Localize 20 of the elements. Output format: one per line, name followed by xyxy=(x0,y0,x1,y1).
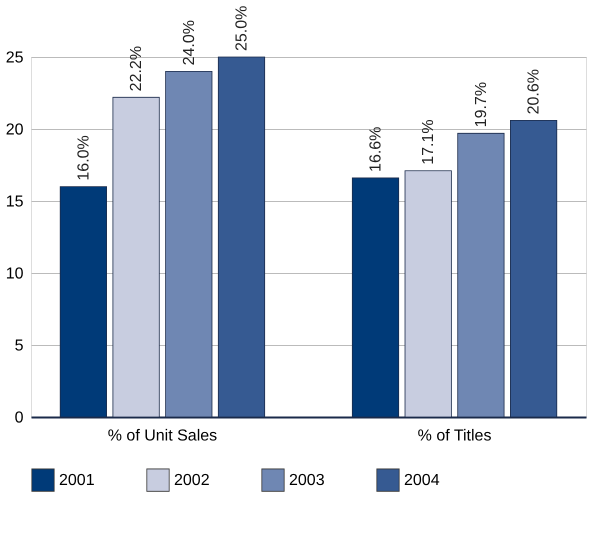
data-label: 17.1% xyxy=(420,119,438,165)
y-tick-label: 5 xyxy=(14,338,24,354)
y-tick-label: 25 xyxy=(6,50,24,66)
y-tick-label: 20 xyxy=(6,122,24,138)
data-label: 16.0% xyxy=(75,135,92,181)
data-label: 16.6% xyxy=(368,126,385,172)
legend-label: 2003 xyxy=(289,472,325,490)
data-label: 20.6% xyxy=(526,68,543,114)
x-tick-label: % of Titles xyxy=(418,428,492,444)
y-tick-label: 10 xyxy=(6,266,24,282)
legend-label: 2004 xyxy=(404,472,440,490)
data-label: 24.0% xyxy=(180,20,198,66)
legend-label: 2001 xyxy=(59,472,95,490)
data-label: 19.7% xyxy=(472,82,490,128)
y-tick-label: 15 xyxy=(6,194,24,210)
x-tick-label: % of Unit Sales xyxy=(108,428,218,444)
data-label: 22.2% xyxy=(128,46,146,92)
legend-label: 2002 xyxy=(174,472,210,490)
y-tick-label: 0 xyxy=(14,410,24,426)
data-label: 25.0% xyxy=(233,6,250,51)
